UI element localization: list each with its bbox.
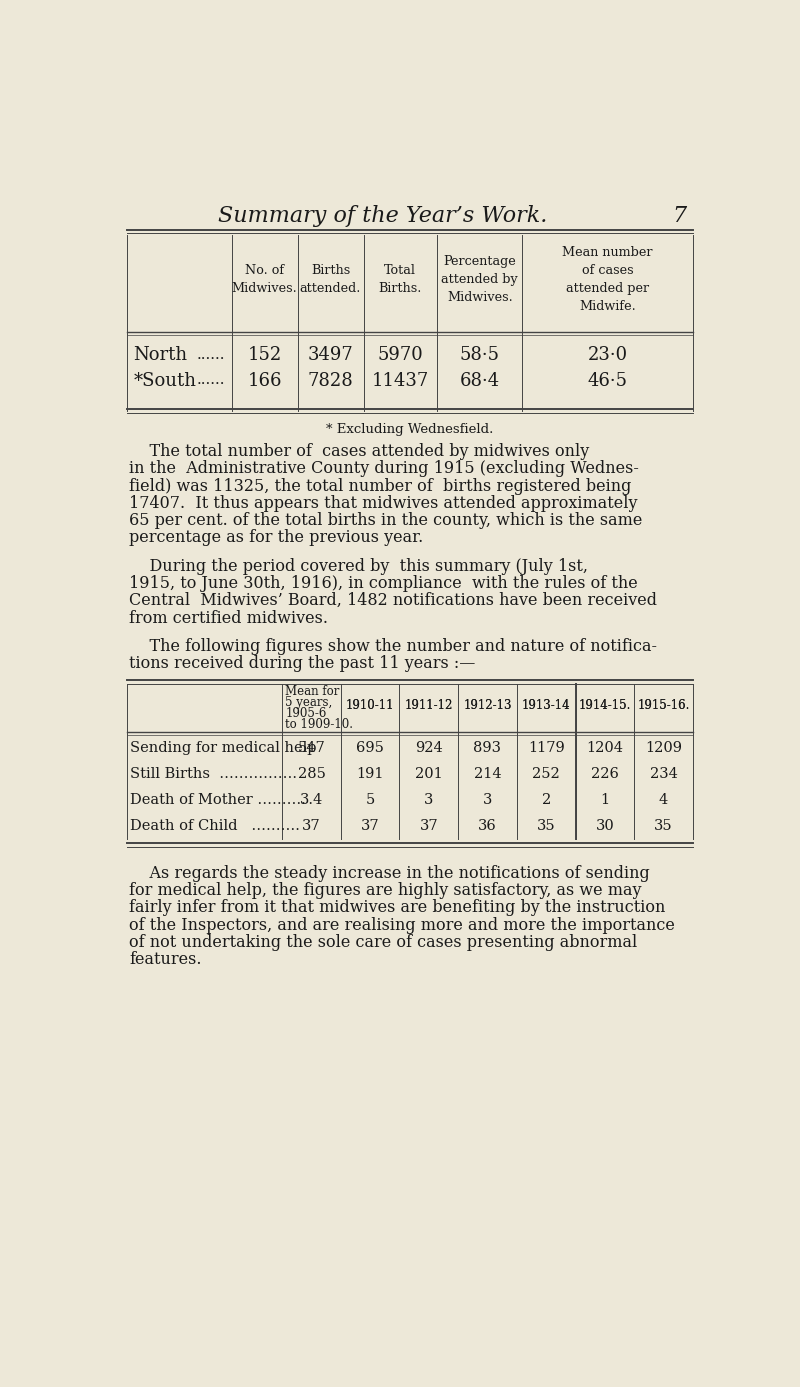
Text: 695: 695 (356, 741, 384, 755)
Text: Still Births  …………….: Still Births ……………. (130, 767, 298, 781)
Text: 252: 252 (532, 767, 560, 781)
Text: Mean for: Mean for (286, 685, 340, 699)
Text: 893: 893 (474, 741, 502, 755)
Text: 37: 37 (419, 820, 438, 834)
Text: ......: ...... (197, 373, 226, 387)
Text: 11437: 11437 (372, 372, 429, 390)
Text: 30: 30 (595, 820, 614, 834)
Text: 226: 226 (591, 767, 618, 781)
Text: 1915-16.: 1915-16. (638, 699, 690, 713)
Text: Total
Births.: Total Births. (378, 264, 422, 295)
Text: 68·4: 68·4 (460, 372, 500, 390)
Text: for medical help, the figures are highly satisfactory, as we may: for medical help, the figures are highly… (130, 882, 642, 899)
Text: 1209: 1209 (645, 741, 682, 755)
Text: 3: 3 (483, 793, 492, 807)
Text: of not undertaking the sole care of cases presenting abnormal: of not undertaking the sole care of case… (130, 933, 638, 951)
Text: in the  Administrative County during 1915 (excluding Wednes-: in the Administrative County during 1915… (130, 460, 639, 477)
Text: 1: 1 (600, 793, 610, 807)
Text: 1914-15.: 1914-15. (578, 699, 631, 713)
Text: from certified midwives.: from certified midwives. (130, 609, 329, 627)
Text: *South: *South (134, 372, 196, 390)
Text: Summary of the Year’s Work.: Summary of the Year’s Work. (218, 205, 547, 227)
Text: Sending for medical help: Sending for medical help (130, 741, 317, 755)
Text: No. of
Midwives.: No. of Midwives. (232, 264, 298, 295)
Text: 37: 37 (361, 820, 379, 834)
Text: 1905-6: 1905-6 (286, 707, 326, 720)
Text: 285: 285 (298, 767, 326, 781)
Text: 1204: 1204 (586, 741, 623, 755)
Text: 1912-13: 1912-13 (463, 699, 512, 713)
Text: 7828: 7828 (308, 372, 354, 390)
Text: During the period covered by  this summary (July 1st,: During the period covered by this summar… (130, 558, 589, 574)
Text: tions received during the past 11 years :—: tions received during the past 11 years … (130, 655, 476, 673)
Text: field) was 11325, the total number of  births registered being: field) was 11325, the total number of bi… (130, 477, 632, 495)
Text: 37: 37 (302, 820, 321, 834)
Text: 1915-16.: 1915-16. (638, 699, 690, 713)
Text: 1915, to June 30th, 1916), in compliance  with the rules of the: 1915, to June 30th, 1916), in compliance… (130, 576, 638, 592)
Text: 2: 2 (542, 793, 551, 807)
Text: 4: 4 (659, 793, 668, 807)
Text: 166: 166 (247, 372, 282, 390)
Text: 1911-12: 1911-12 (405, 699, 453, 713)
Text: 3: 3 (424, 793, 434, 807)
Text: 191: 191 (356, 767, 384, 781)
Text: ......: ...... (197, 348, 226, 362)
Text: The total number of  cases attended by midwives only: The total number of cases attended by mi… (130, 442, 590, 460)
Text: 1911-12: 1911-12 (405, 699, 453, 713)
Text: Percentage
attended by
Midwives.: Percentage attended by Midwives. (442, 255, 518, 304)
Text: 201: 201 (415, 767, 442, 781)
Text: 36: 36 (478, 820, 497, 834)
Text: 5: 5 (366, 793, 374, 807)
Text: 547: 547 (298, 741, 326, 755)
Text: 214: 214 (474, 767, 502, 781)
Text: 234: 234 (650, 767, 678, 781)
Text: 1913-14: 1913-14 (522, 699, 570, 713)
Text: Central  Midwives’ Board, 1482 notifications have been received: Central Midwives’ Board, 1482 notificati… (130, 592, 658, 609)
Text: fairly infer from it that midwives are benefiting by the instruction: fairly infer from it that midwives are b… (130, 900, 666, 917)
Text: 46·5: 46·5 (588, 372, 628, 390)
Text: Births
attended.: Births attended. (300, 264, 362, 295)
Text: percentage as for the previous year.: percentage as for the previous year. (130, 530, 424, 546)
Text: Mean number
of cases
attended per
Midwife.: Mean number of cases attended per Midwif… (562, 245, 653, 313)
Text: 5 years,: 5 years, (286, 696, 333, 709)
Text: 1910-11: 1910-11 (346, 699, 394, 713)
Text: 7: 7 (673, 205, 686, 227)
Text: The following figures show the number and nature of notifica-: The following figures show the number an… (130, 638, 658, 655)
Text: of the Inspectors, and are realising more and more the importance: of the Inspectors, and are realising mor… (130, 917, 675, 933)
Text: 23·0: 23·0 (587, 347, 628, 365)
Text: 3497: 3497 (308, 347, 354, 365)
Text: 5970: 5970 (378, 347, 423, 365)
Text: North: North (134, 347, 187, 365)
Text: 58·5: 58·5 (460, 347, 500, 365)
Text: 35: 35 (654, 820, 673, 834)
Text: 3.4: 3.4 (300, 793, 323, 807)
Text: 152: 152 (247, 347, 282, 365)
Text: 924: 924 (415, 741, 442, 755)
Text: 65 per cent. of the total births in the county, which is the same: 65 per cent. of the total births in the … (130, 512, 643, 530)
Text: 35: 35 (537, 820, 555, 834)
Text: 1179: 1179 (528, 741, 565, 755)
Text: 1914-15.: 1914-15. (578, 699, 631, 713)
Text: Death of Child   ……….: Death of Child ………. (130, 820, 300, 834)
Text: * Excluding Wednesfield.: * Excluding Wednesfield. (326, 423, 494, 436)
Text: 1912-13: 1912-13 (463, 699, 512, 713)
Text: 1913-14: 1913-14 (522, 699, 570, 713)
Text: Death of Mother ……….: Death of Mother ………. (130, 793, 306, 807)
Text: As regards the steady increase in the notifications of sending: As regards the steady increase in the no… (130, 865, 650, 882)
Text: to 1909-10.: to 1909-10. (286, 717, 354, 731)
Text: 1910-11: 1910-11 (346, 699, 394, 713)
Text: features.: features. (130, 951, 202, 968)
Text: 17407.  It thus appears that midwives attended approximately: 17407. It thus appears that midwives att… (130, 495, 638, 512)
